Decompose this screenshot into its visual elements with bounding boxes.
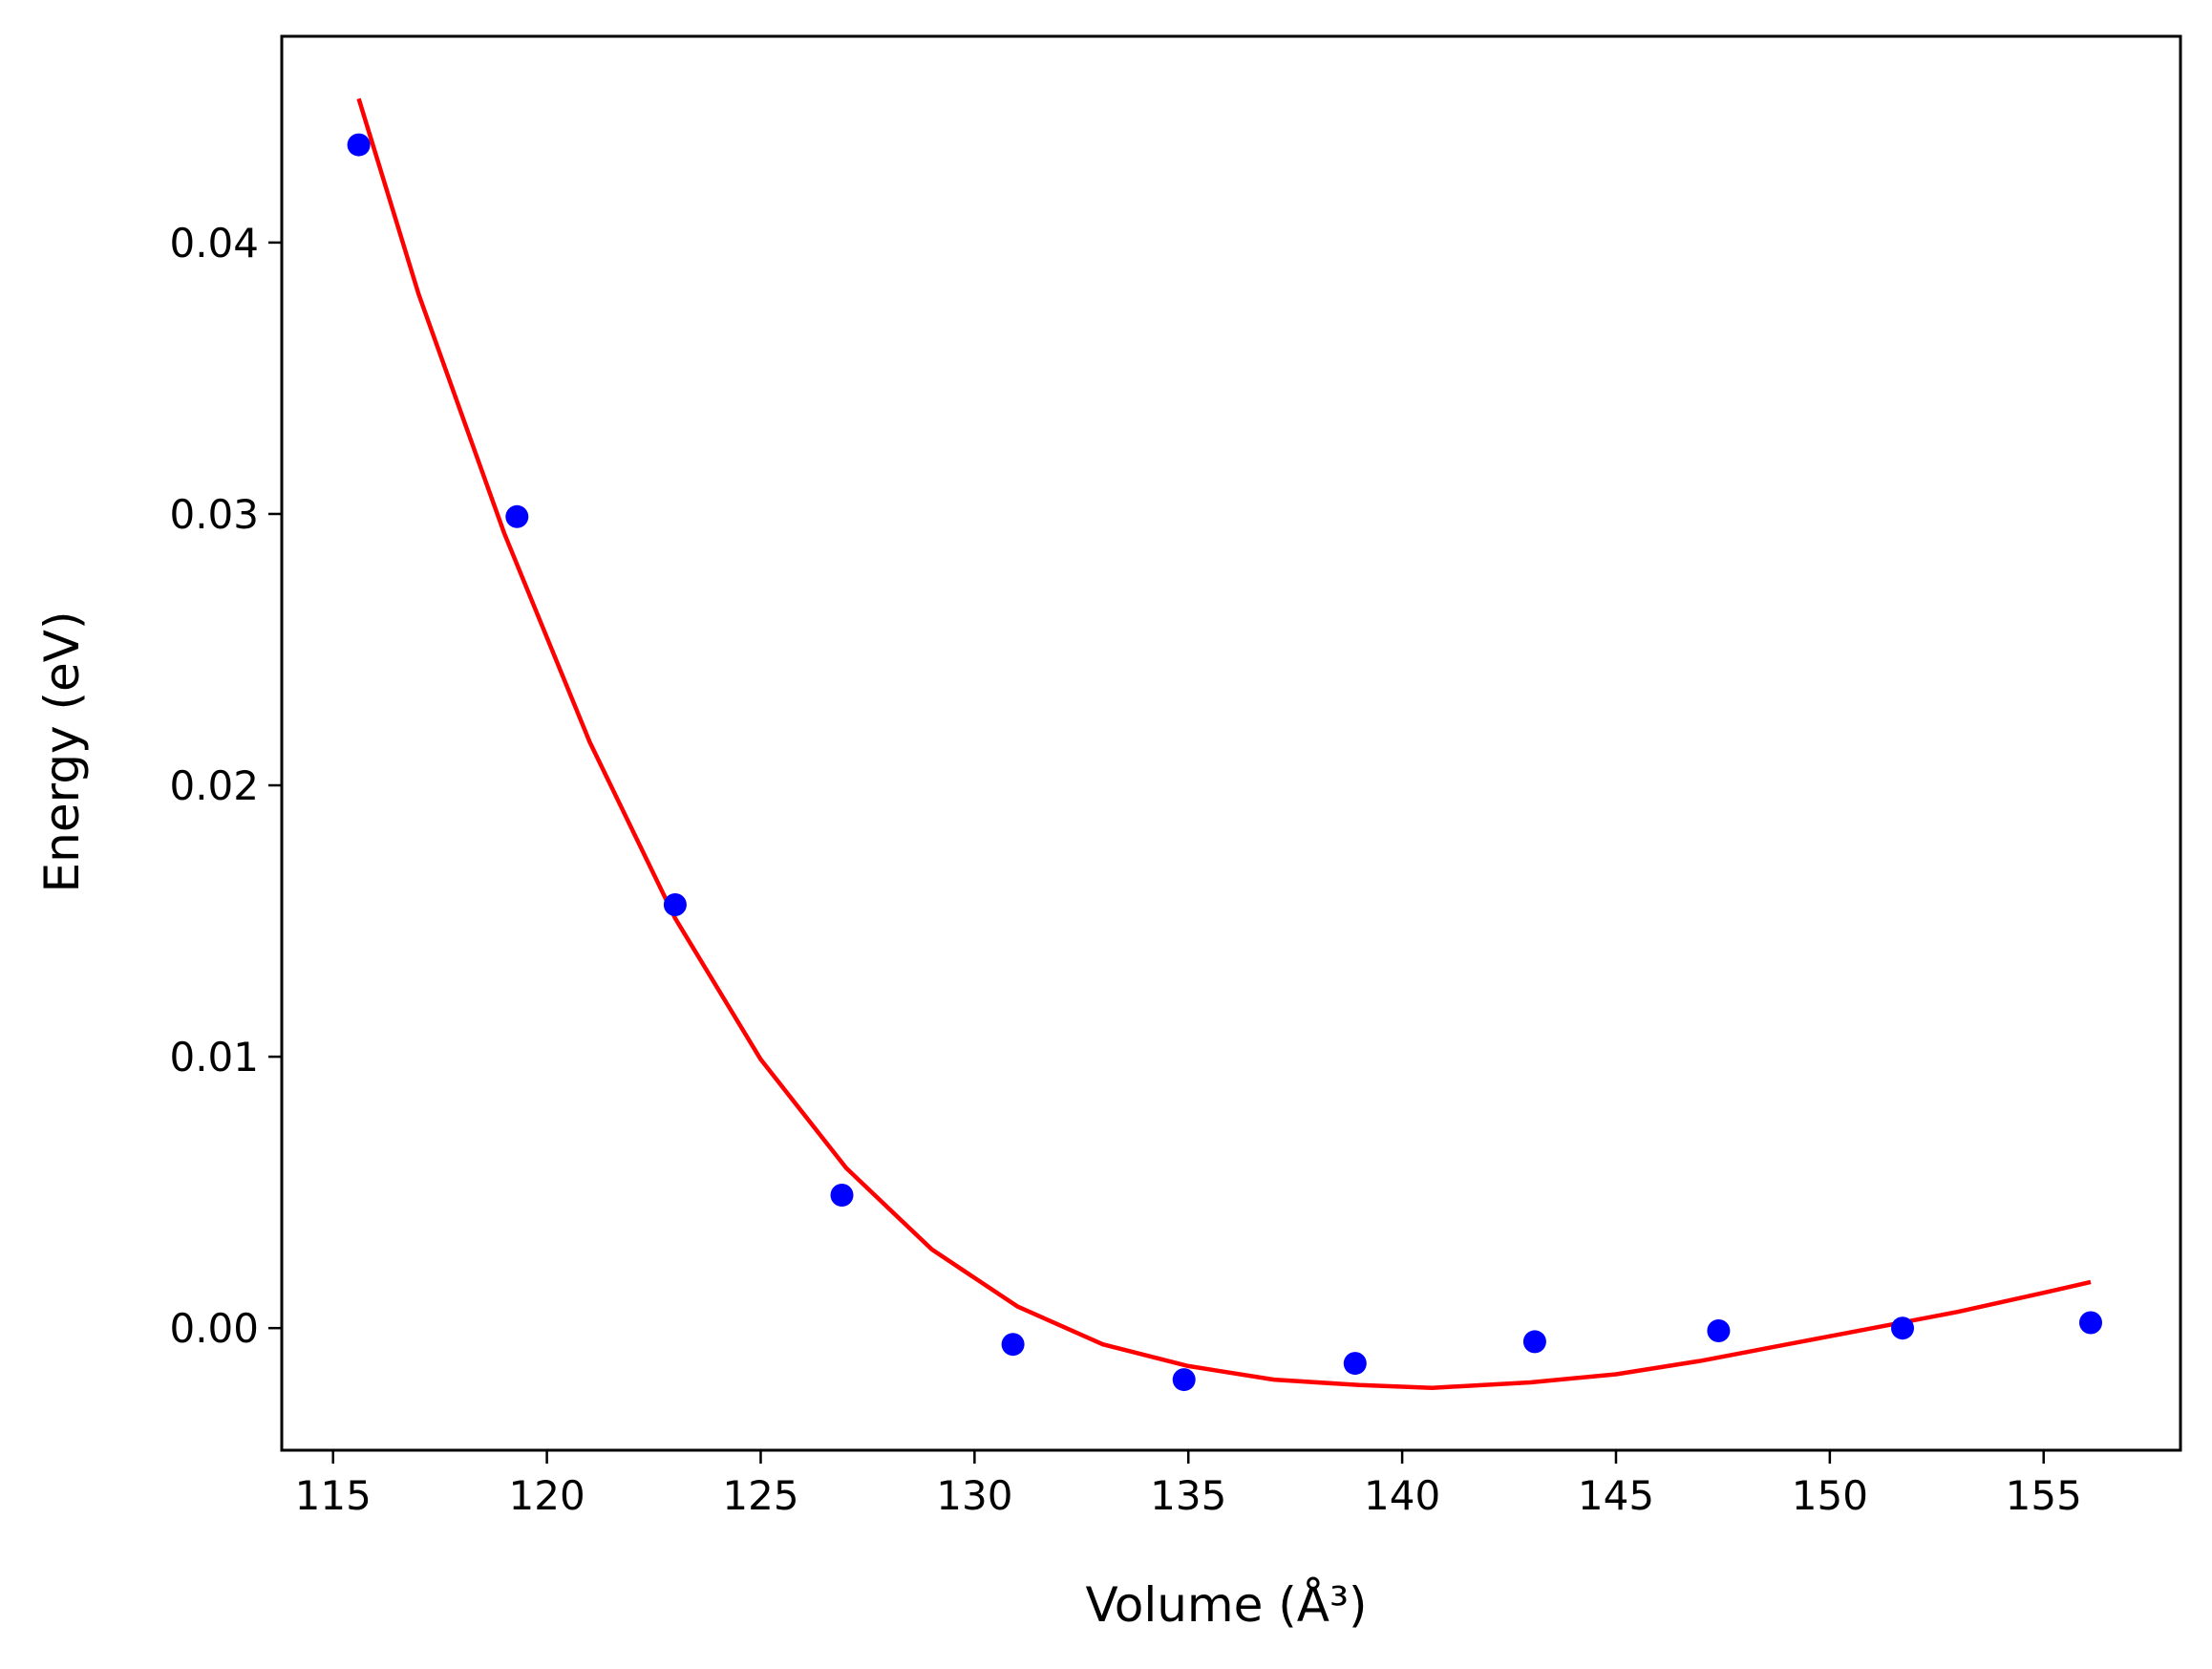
data-point <box>1172 1368 1196 1392</box>
x-tick-label: 135 <box>1150 1472 1226 1519</box>
x-tick-label: 125 <box>722 1472 798 1519</box>
data-point <box>1522 1330 1546 1354</box>
data-point <box>830 1184 854 1207</box>
data-point <box>1001 1333 1025 1357</box>
x-tick-label: 130 <box>936 1472 1012 1519</box>
y-axis-label: Energy (eV) <box>34 611 90 893</box>
data-point <box>663 893 687 916</box>
data-point <box>1891 1316 1914 1340</box>
x-tick-label: 145 <box>1578 1472 1654 1519</box>
y-tick-label: 0.02 <box>169 762 259 809</box>
y-tick-label: 0.03 <box>169 491 259 538</box>
data-point <box>1707 1319 1731 1342</box>
plot-area <box>347 97 2102 1392</box>
axes: 115 120 125 130 135 140 145 150 155 0.00 0.01 0.02 0… <box>169 34 2182 1519</box>
x-axis-label: Volume (Å³) <box>1085 1577 1367 1633</box>
y-tick-label: 0.00 <box>169 1305 259 1352</box>
y-tick-label: 0.01 <box>169 1034 259 1081</box>
data-point <box>505 504 529 528</box>
x-tick-label: 155 <box>2006 1472 2082 1519</box>
fit-curve-line <box>356 97 2092 1390</box>
x-tick-label: 150 <box>1792 1472 1868 1519</box>
plot-frame <box>280 34 2182 1452</box>
x-tick-label: 120 <box>509 1472 585 1519</box>
data-point <box>2079 1311 2102 1335</box>
data-point <box>347 133 371 157</box>
y-tick-label: 0.04 <box>169 220 259 267</box>
data-point <box>1343 1352 1367 1376</box>
x-tick-label: 115 <box>295 1472 372 1519</box>
x-tick-label: 140 <box>1364 1472 1440 1519</box>
